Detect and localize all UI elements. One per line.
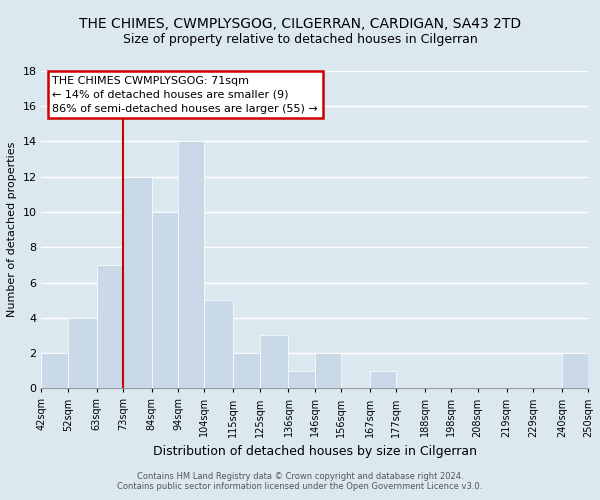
Bar [123,176,152,388]
Bar [289,370,315,388]
Text: Contains HM Land Registry data © Crown copyright and database right 2024.: Contains HM Land Registry data © Crown c… [137,472,463,481]
Bar [315,353,341,388]
Bar [152,212,178,388]
Bar [68,318,97,388]
Bar [562,353,588,388]
Bar [41,353,68,388]
Text: Contains public sector information licensed under the Open Government Licence v3: Contains public sector information licen… [118,482,482,491]
X-axis label: Distribution of detached houses by size in Cilgerran: Distribution of detached houses by size … [153,445,477,458]
Text: THE CHIMES, CWMPLYSGOG, CILGERRAN, CARDIGAN, SA43 2TD: THE CHIMES, CWMPLYSGOG, CILGERRAN, CARDI… [79,18,521,32]
Bar [178,142,205,388]
Y-axis label: Number of detached properties: Number of detached properties [7,142,17,318]
Bar [370,370,396,388]
Bar [233,353,260,388]
Text: THE CHIMES CWMPLYSGOG: 71sqm
← 14% of detached houses are smaller (9)
86% of sem: THE CHIMES CWMPLYSGOG: 71sqm ← 14% of de… [52,76,318,114]
Text: Size of property relative to detached houses in Cilgerran: Size of property relative to detached ho… [122,32,478,46]
Bar [205,300,233,388]
Bar [260,336,289,388]
Bar [97,265,123,388]
